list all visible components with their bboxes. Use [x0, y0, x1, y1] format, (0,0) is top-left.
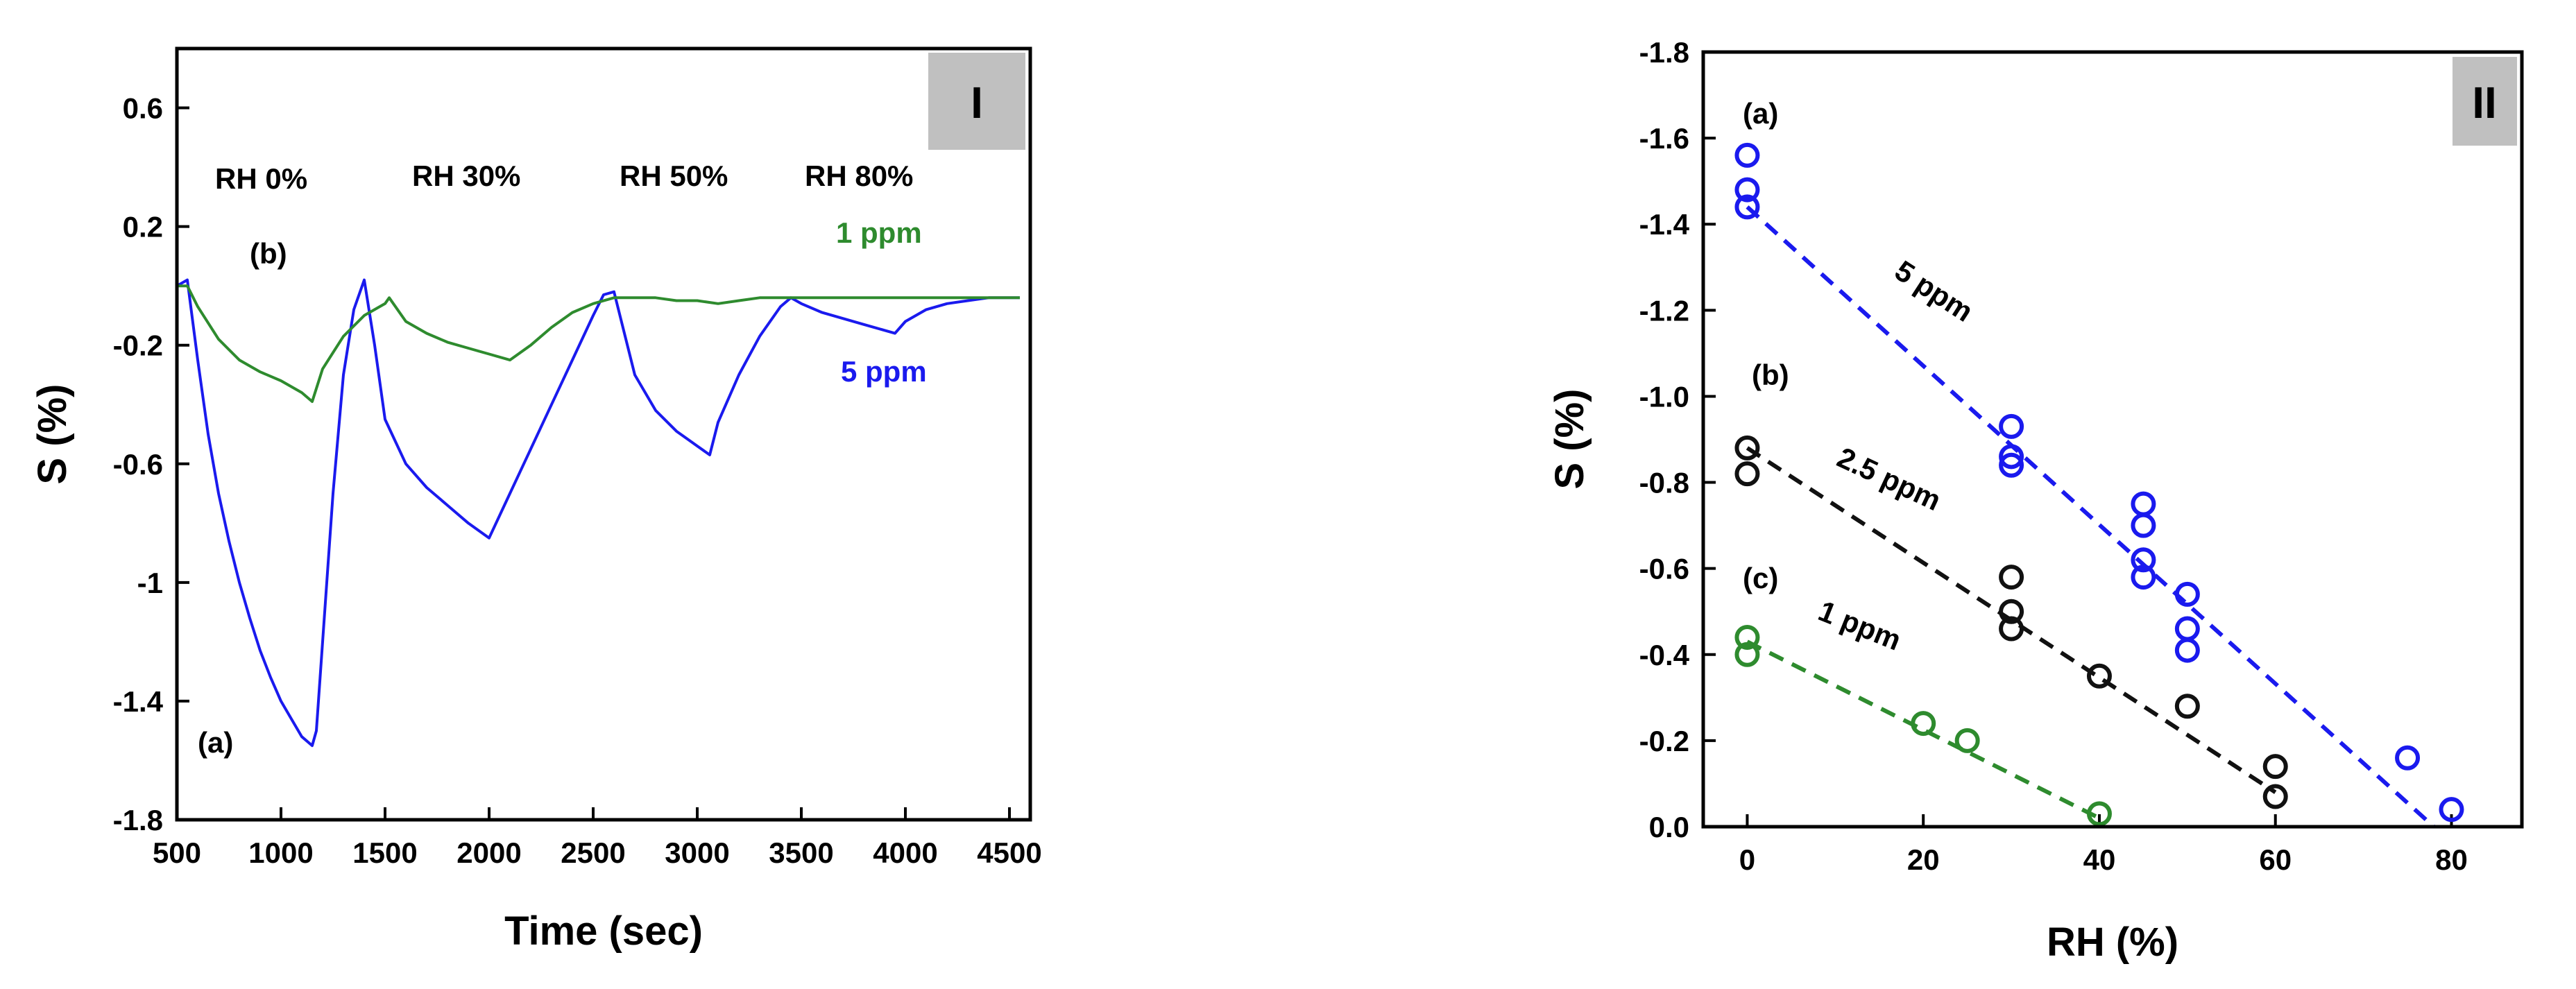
panel-i-xtick-label: 2500 — [561, 836, 625, 869]
panel-ii-chart: 0 20 40 60 80 -1.8 -1.6 -1.4 -1.2 -1.0 -0.8 -0.6 -0.… — [1547, 36, 2524, 965]
panel-ii-xtick-label: 20 — [1907, 843, 1940, 876]
panel-ii-fit-label-2-5ppm: 2.5 ppm — [1832, 441, 1946, 517]
panel-ii-ytick-label: -0.4 — [1639, 639, 1690, 671]
panel-i-line-1-ppm — [177, 284, 1020, 403]
panel-i-annotation-a: (a) — [198, 726, 233, 759]
panel-ii-fit-label-5ppm: 5 ppm — [1889, 254, 1979, 328]
panel-ii-point-5-ppm — [1999, 413, 2024, 439]
panel-i-xtick-label: 500 — [153, 836, 201, 869]
panel-ii-ytick-label: -1.4 — [1639, 208, 1690, 241]
panel-ii-tag-box — [2453, 57, 2517, 146]
panel-ii-fit-line-5-ppm — [1746, 205, 2436, 829]
panel-i-series-label-5ppm: 5 ppm — [841, 355, 927, 388]
panel-i-ytick-label: 0.2 — [123, 211, 163, 243]
panel-i-annotation-rh0: RH 0% — [215, 162, 307, 195]
panel-ii-point-5-ppm — [2439, 797, 2464, 823]
panel-i-ylabel: S (%) — [30, 384, 75, 485]
panel-ii-point-5-ppm — [1734, 177, 1760, 203]
panel-i-plot-frame — [175, 46, 1032, 822]
panel-ii-ytick-label: 0.0 — [1649, 811, 1689, 843]
panel-ii-ytick-label: -1.2 — [1639, 294, 1689, 327]
panel-ii-ylabel: S (%) — [1547, 389, 1592, 490]
panel-ii-point-2-5-ppm — [1734, 461, 1760, 487]
panel-ii-plot-frame — [1701, 50, 2524, 829]
panel-i-series — [176, 278, 1020, 748]
panel-i-tag-box — [928, 53, 1025, 150]
panel-i-ytick-label: -1.8 — [113, 804, 163, 836]
panel-ii-fit-line-1-ppm — [1746, 639, 2101, 820]
panel-ii-point-2-5-ppm — [1999, 565, 2024, 590]
panel-ii-ticks: 0 20 40 60 80 -1.8 -1.6 -1.4 -1.2 -1.0 -0.8 -0.6 -0.… — [1639, 36, 2468, 876]
panel-ii-ytick-label: -0.2 — [1639, 725, 1689, 757]
panel-ii-point-5-ppm — [2131, 565, 2156, 590]
panel-i-series-label-1ppm: 1 ppm — [836, 216, 922, 249]
panel-ii-point-5-ppm — [2174, 637, 2200, 663]
panel-ii-point-2-5-ppm — [2086, 663, 2112, 689]
panel-ii-point-2-5-ppm — [1999, 599, 2024, 624]
panel-ii-point-5-ppm — [2131, 491, 2156, 517]
panel-i-xtick-label: 3000 — [665, 836, 729, 869]
panel-ii-xtick-label: 40 — [2083, 843, 2116, 876]
panel-ii-ytick-label: -0.8 — [1639, 467, 1689, 499]
panel-i-ticks: 500 1000 1500 2000 2500 3000 3500 4000 4500 0.6 0.… — [113, 92, 1042, 869]
panel-i-annotation-rh50: RH 50% — [620, 160, 728, 192]
panel-ii-point-1-ppm — [1734, 642, 1760, 667]
panel-i-ytick-label: -1.4 — [113, 685, 164, 718]
panel-ii-fit-line-2-5-ppm — [1746, 446, 2277, 794]
panel-ii-point-5-ppm — [1734, 142, 1760, 168]
panel-i-ytick-label: -0.2 — [113, 329, 163, 362]
panel-i-xtick-label: 1000 — [248, 836, 313, 869]
panel-ii-point-2-5-ppm — [1734, 435, 1760, 461]
panel-ii-xtick-label: 80 — [2435, 843, 2468, 876]
panel-ii-point-2-5-ppm — [2262, 754, 2288, 780]
panel-ii-annotation-a: (a) — [1743, 97, 1778, 130]
panel-ii-point-5-ppm — [2395, 745, 2421, 771]
panel-ii-point-5-ppm — [1999, 452, 2024, 478]
panel-i-tag: I — [971, 78, 983, 128]
panel-ii-xlabel: RH (%) — [2047, 920, 2178, 965]
panel-i-xtick-label: 4000 — [873, 836, 937, 869]
panel-i-xtick-label: 2000 — [457, 836, 521, 869]
panel-i-annotation-b: (b) — [250, 237, 287, 270]
panel-ii-point-1-ppm — [1954, 728, 1980, 753]
panel-ii-point-5-ppm — [1999, 444, 2024, 470]
panel-ii-point-5-ppm — [2131, 547, 2156, 573]
panel-ii-point-1-ppm — [1911, 711, 1936, 737]
panel-ii-ytick-label: -1.0 — [1639, 380, 1689, 413]
panel-ii-xtick-label: 60 — [2259, 843, 2292, 876]
panel-ii-point-1-ppm — [1734, 624, 1760, 650]
panel-i-xlabel: Time (sec) — [504, 909, 703, 954]
panel-ii-annotation-b: (b) — [1752, 359, 1789, 391]
panel-i-ytick-label: -0.6 — [113, 448, 163, 481]
panel-ii-xtick-label: 0 — [1739, 843, 1755, 876]
panel-ii-ytick-label: -1.6 — [1639, 122, 1689, 155]
panel-i-xtick-label: 1500 — [352, 836, 417, 869]
panel-ii-point-2-5-ppm — [2174, 694, 2200, 719]
panel-ii-annotation-c: (c) — [1743, 562, 1778, 594]
panel-ii-tag: II — [2472, 78, 2497, 128]
panel-ii-ytick-label: -0.6 — [1639, 553, 1689, 585]
panel-i-annotation-rh80: RH 80% — [805, 160, 913, 192]
panel-ii-fit-label-1ppm: 1 ppm — [1814, 594, 1906, 657]
panel-i-ytick-label: 0.6 — [123, 92, 163, 125]
panel-ii-point-5-ppm — [1734, 194, 1760, 220]
panel-ii-point-2-5-ppm — [1999, 616, 2024, 642]
panel-ii-point-1-ppm — [2086, 801, 2112, 827]
panel-ii-point-5-ppm — [2131, 513, 2156, 538]
panel-ii-series — [1734, 142, 2464, 829]
panel-i-ytick-label: -1 — [137, 567, 163, 599]
panel-ii-point-5-ppm — [2174, 616, 2200, 642]
panel-i-annotation-rh30: RH 30% — [412, 160, 520, 192]
panel-ii-point-2-5-ppm — [2262, 784, 2288, 809]
panel-i-xtick-label: 4500 — [977, 836, 1041, 869]
panel-i-chart: 500 1000 1500 2000 2500 3000 3500 4000 4500 0.6 0.… — [30, 46, 1042, 954]
panel-ii-point-5-ppm — [2174, 581, 2200, 607]
panel-ii-ytick-label: -1.8 — [1639, 36, 1689, 69]
panel-i-xtick-label: 3500 — [769, 836, 833, 869]
panel-i-line-5-ppm — [176, 278, 1020, 748]
